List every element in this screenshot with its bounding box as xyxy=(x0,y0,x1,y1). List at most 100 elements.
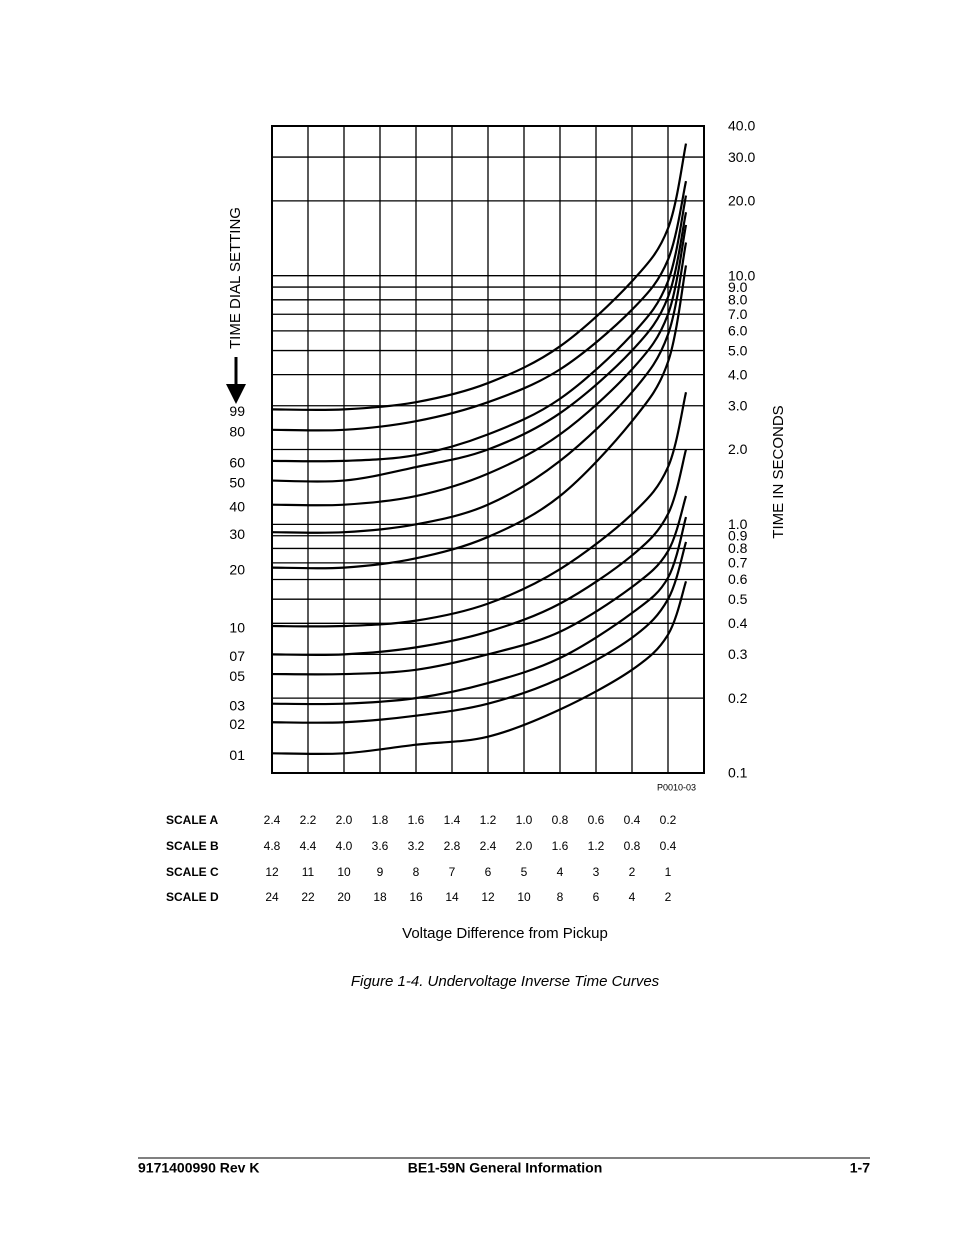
curve xyxy=(271,195,688,463)
y-tick-label: 8.0 xyxy=(728,292,748,308)
y-axis-label: TIME IN SECONDS xyxy=(770,405,787,538)
curve xyxy=(271,449,688,656)
y-tick-label: 0.5 xyxy=(728,591,748,607)
series-name: 20 xyxy=(229,561,245,577)
curve xyxy=(271,391,688,628)
scale-label: 3 xyxy=(593,865,600,879)
scale-name: SCALE A xyxy=(166,813,219,827)
series-name: 40 xyxy=(229,498,245,514)
scale-label: 0.6 xyxy=(588,813,605,827)
y-tick-label: 6.0 xyxy=(728,323,748,339)
y-tick-label: 7.0 xyxy=(728,306,748,322)
scale-label: 2 xyxy=(665,890,672,904)
scale-label: 10 xyxy=(517,890,531,904)
series-name: 60 xyxy=(229,455,245,471)
series-name: 10 xyxy=(229,620,245,636)
y-tick-label: 4.0 xyxy=(728,366,748,382)
scale-label: 2 xyxy=(629,865,636,879)
y-tick-label: 20.0 xyxy=(728,193,755,209)
scale-label: 2.0 xyxy=(336,813,353,827)
y-tick-label: 3.0 xyxy=(728,397,748,413)
y-tick-label: 0.1 xyxy=(728,765,748,781)
scale-label: 1.0 xyxy=(516,813,533,827)
curve xyxy=(271,224,688,507)
scale-label: 4.8 xyxy=(264,839,281,853)
scale-label: 24 xyxy=(265,890,279,904)
legend-title: TIME DIAL SETTING xyxy=(227,207,244,349)
y-tick-label: 0.2 xyxy=(728,690,748,706)
footer-right: 1-7 xyxy=(850,1160,870,1176)
scale-label: 2.2 xyxy=(300,813,317,827)
y-tick-label: 0.6 xyxy=(728,571,748,587)
figure-id: P0010-03 xyxy=(657,782,696,792)
scale-label: 4.4 xyxy=(300,839,317,853)
curve xyxy=(271,541,688,724)
series-name: 80 xyxy=(229,424,245,440)
y-tick-label: 0.3 xyxy=(728,646,748,662)
scale-label: 11 xyxy=(302,865,315,879)
curve xyxy=(271,143,688,412)
scale-label: 16 xyxy=(409,890,423,904)
scale-label: 10 xyxy=(337,865,351,879)
scale-label: 8 xyxy=(413,865,420,879)
scale-name: SCALE B xyxy=(166,839,219,853)
scale-label: 1.8 xyxy=(372,813,389,827)
scale-label: 0.4 xyxy=(660,839,677,853)
scale-label: 20 xyxy=(337,890,351,904)
series-name: 03 xyxy=(229,697,245,713)
curve xyxy=(271,580,688,756)
y-tick-label: 0.8 xyxy=(728,540,748,556)
scale-label: 9 xyxy=(377,865,384,879)
y-tick-label: 5.0 xyxy=(728,342,748,358)
curve xyxy=(271,242,688,534)
scale-label: 2.4 xyxy=(480,839,497,853)
scale-label: 0.8 xyxy=(552,813,569,827)
footer-center: BE1-59N General Information xyxy=(408,1160,603,1176)
scale-label: 2.8 xyxy=(444,839,461,853)
series-name: 01 xyxy=(229,747,245,763)
curve xyxy=(271,495,688,676)
y-tick-label: 30.0 xyxy=(728,149,755,165)
scale-label: 3.2 xyxy=(408,839,425,853)
y-tick-label: 0.9 xyxy=(728,527,748,543)
scale-label: 5 xyxy=(521,865,528,879)
curve xyxy=(271,265,688,570)
scale-label: 14 xyxy=(445,890,459,904)
scale-label: 12 xyxy=(481,890,495,904)
series-name: 30 xyxy=(229,526,245,542)
curve xyxy=(271,212,688,483)
scale-label: 0.4 xyxy=(624,813,641,827)
plot-frame xyxy=(271,125,705,774)
scale-name: SCALE D xyxy=(166,890,219,904)
scale-label: 18 xyxy=(373,890,387,904)
scale-label: 7 xyxy=(449,865,456,879)
series-name: 07 xyxy=(229,648,245,664)
scale-label: 8 xyxy=(557,890,564,904)
caption: Figure 1-4. Undervoltage Inverse Time Cu… xyxy=(351,973,660,990)
scale-label: 4.0 xyxy=(336,839,353,853)
y-tick-label: 2.0 xyxy=(728,441,748,457)
footer-left: 9171400990 Rev K xyxy=(138,1160,259,1176)
scale-label: 6 xyxy=(485,865,492,879)
scale-label: 1 xyxy=(665,865,672,879)
series-name: 02 xyxy=(229,716,245,732)
curve xyxy=(271,516,688,706)
scale-label: 6 xyxy=(593,890,600,904)
curve xyxy=(271,180,688,432)
scale-label: 4 xyxy=(629,890,636,904)
scale-label: 2.0 xyxy=(516,839,533,853)
series-name: 99 xyxy=(229,403,245,419)
y-tick-label: 40.0 xyxy=(728,118,755,134)
scale-label: 2.4 xyxy=(264,813,281,827)
y-tick-label: 0.4 xyxy=(728,615,748,631)
y-tick-label: 1.0 xyxy=(728,516,748,532)
scale-label: 1.2 xyxy=(480,813,497,827)
series-name: 50 xyxy=(229,474,245,490)
arrow-head xyxy=(226,384,246,404)
series-name: 05 xyxy=(229,668,245,684)
scale-label: 0.8 xyxy=(624,839,641,853)
scale-label: 0.2 xyxy=(660,813,677,827)
scale-label: 1.4 xyxy=(444,813,461,827)
scale-label: 12 xyxy=(265,865,279,879)
